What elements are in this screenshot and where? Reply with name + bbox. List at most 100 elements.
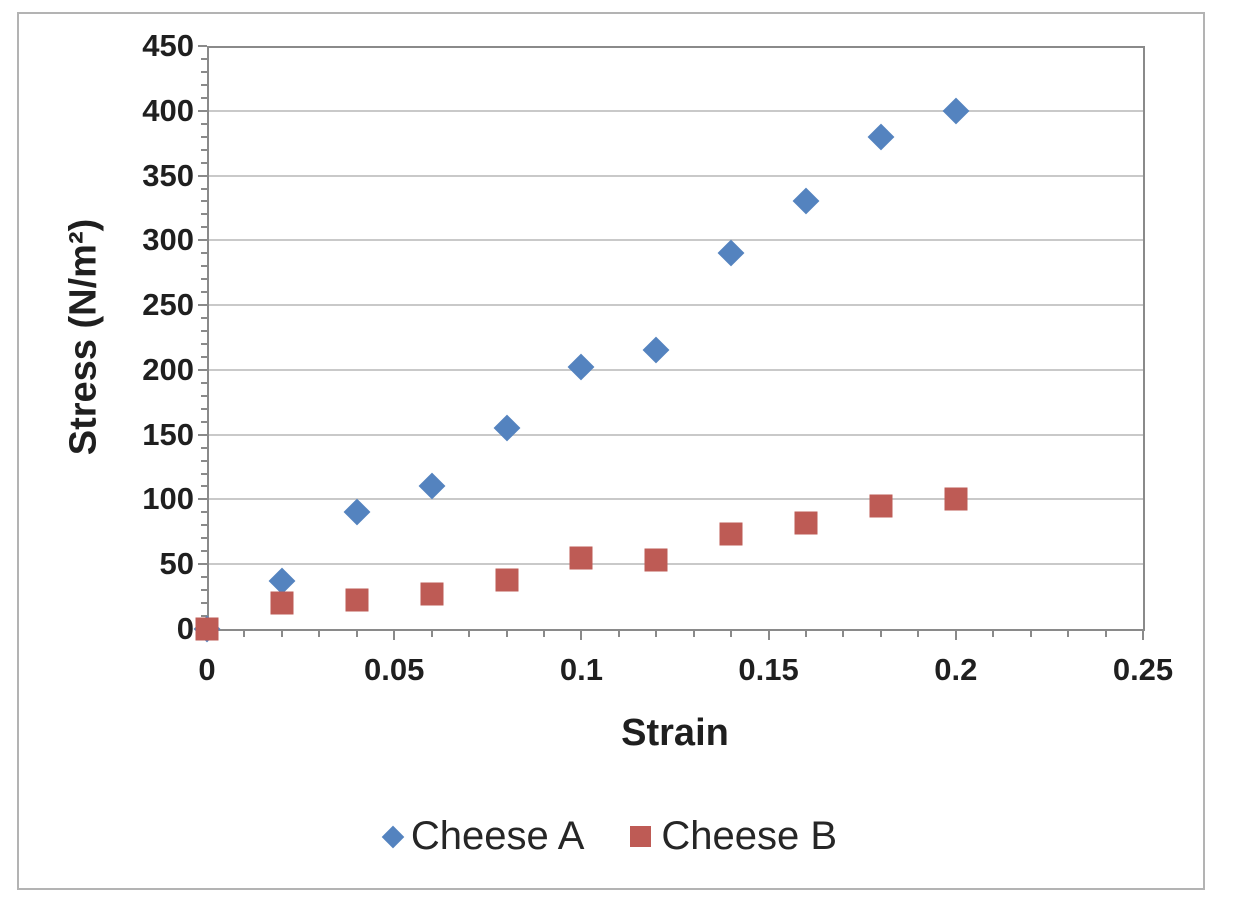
y-gridline: [207, 239, 1143, 242]
x-major-tick: [767, 631, 770, 640]
y-tick-label: 350: [142, 157, 194, 193]
x-tick-label: 0.05: [364, 652, 425, 687]
x-minor-tick: [917, 631, 920, 637]
y-minor-tick: [201, 122, 207, 125]
y-major-tick: [198, 368, 207, 371]
y-minor-tick: [201, 524, 207, 527]
y-major-tick: [198, 304, 207, 307]
x-minor-tick: [505, 631, 508, 637]
y-minor-tick: [201, 576, 207, 579]
data-point-cheese-b: [719, 522, 743, 546]
y-minor-tick: [201, 200, 207, 203]
x-minor-tick: [617, 631, 620, 637]
y-minor-tick: [201, 485, 207, 488]
data-point-cheese-b: [345, 588, 369, 612]
y-major-tick: [198, 174, 207, 177]
y-minor-tick: [201, 537, 207, 540]
x-major-tick: [1142, 631, 1144, 640]
y-minor-tick: [201, 161, 207, 164]
y-minor-tick: [201, 407, 207, 410]
y-gridline: [207, 109, 1143, 112]
x-major-tick: [393, 631, 396, 640]
x-minor-tick: [430, 631, 433, 637]
y-major-tick: [198, 239, 207, 242]
y-major-tick: [198, 45, 207, 47]
x-minor-tick: [1067, 631, 1070, 637]
data-point-cheese-b: [944, 487, 968, 511]
x-axis-line: [207, 629, 1145, 631]
y-tick-label: 400: [142, 92, 194, 128]
y-minor-tick: [201, 472, 207, 475]
y-minor-tick: [201, 381, 207, 384]
y-minor-tick: [201, 459, 207, 462]
x-tick-label: 0.15: [738, 652, 799, 687]
x-tick-label: 0.1: [559, 652, 603, 687]
diamond-marker-icon: [381, 825, 405, 848]
y-minor-tick: [201, 96, 207, 99]
data-point-cheese-b: [869, 494, 893, 518]
x-minor-tick: [468, 631, 471, 637]
x-minor-tick: [1029, 631, 1032, 637]
y-minor-tick: [201, 70, 207, 73]
x-minor-tick: [243, 631, 246, 637]
y-tick-label: 0: [176, 611, 194, 646]
y-minor-tick: [201, 550, 207, 553]
data-point-cheese-b: [270, 591, 294, 615]
x-minor-tick: [805, 631, 808, 637]
y-axis-title: Stress (N/m²): [62, 218, 105, 456]
y-minor-tick: [201, 291, 207, 294]
x-minor-tick: [730, 631, 733, 637]
y-minor-tick: [201, 187, 207, 190]
y-minor-tick: [201, 317, 207, 320]
y-minor-tick: [201, 394, 207, 397]
y-major-tick: [198, 498, 207, 501]
y-major-tick: [198, 563, 207, 566]
x-minor-tick: [842, 631, 845, 637]
legend-item-cheese-b: Cheese B: [630, 814, 837, 859]
y-minor-tick: [201, 355, 207, 358]
x-minor-tick: [879, 631, 882, 637]
x-minor-tick: [1104, 631, 1107, 637]
y-minor-tick: [201, 265, 207, 268]
y-axis-line: [207, 46, 209, 629]
y-minor-tick: [201, 342, 207, 345]
y-minor-tick: [201, 446, 207, 449]
x-minor-tick: [992, 631, 995, 637]
x-tick-label: 0.25: [1112, 652, 1174, 687]
y-minor-tick: [201, 420, 207, 423]
y-tick-label: 100: [142, 481, 194, 517]
y-minor-tick: [201, 278, 207, 281]
x-major-tick: [580, 631, 583, 640]
y-gridline: [207, 368, 1143, 371]
y-gridline: [207, 304, 1143, 307]
legend-item-cheese-a: Cheese A: [381, 814, 585, 859]
y-minor-tick: [201, 615, 207, 618]
data-point-cheese-b: [495, 568, 519, 592]
y-tick-label: 450: [142, 28, 194, 63]
data-point-cheese-b: [195, 617, 219, 641]
x-tick-label: 0.2: [934, 652, 978, 687]
x-minor-tick: [692, 631, 695, 637]
y-minor-tick: [201, 589, 207, 592]
y-minor-tick: [201, 83, 207, 86]
y-minor-tick: [201, 135, 207, 138]
y-gridline: [207, 498, 1143, 501]
x-minor-tick: [318, 631, 321, 637]
x-minor-tick: [280, 631, 283, 637]
y-gridline: [207, 174, 1143, 177]
y-minor-tick: [201, 57, 207, 60]
square-marker-icon: [630, 826, 652, 847]
data-point-cheese-b: [644, 548, 668, 572]
legend: Cheese A Cheese B: [17, 814, 1205, 859]
y-minor-tick: [201, 148, 207, 151]
y-tick-label: 200: [142, 351, 194, 387]
y-minor-tick: [201, 511, 207, 514]
legend-label-cheese-a: Cheese A: [410, 814, 585, 858]
y-minor-tick: [201, 213, 207, 216]
y-major-tick: [198, 109, 207, 112]
legend-label-cheese-b: Cheese B: [661, 814, 838, 858]
y-tick-label: 250: [142, 287, 194, 323]
x-minor-tick: [655, 631, 658, 637]
y-tick-label: 50: [159, 546, 194, 582]
